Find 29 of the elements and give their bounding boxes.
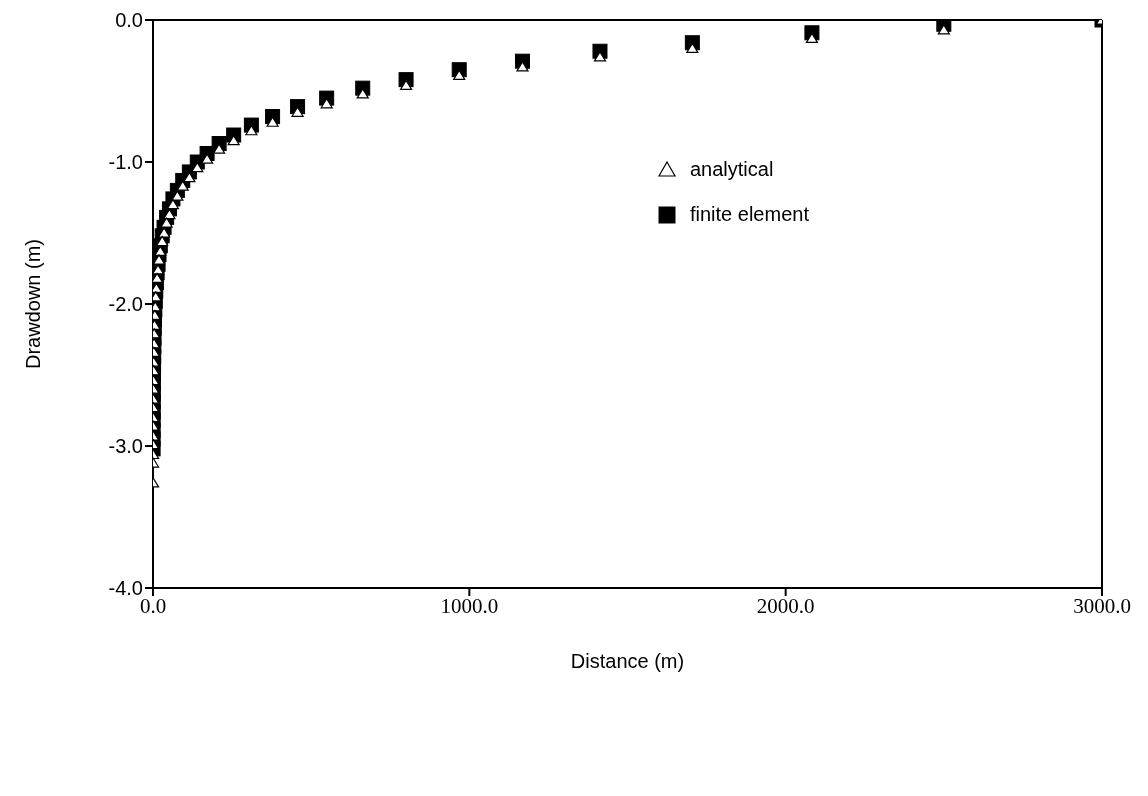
point [157, 227, 171, 238]
point [356, 88, 369, 99]
point [153, 272, 164, 284]
y-tick-label: -4.0 [108, 577, 143, 600]
x-axis-title: Distance (m) [570, 650, 685, 672]
x-tick-label: 2000.0 [756, 593, 815, 618]
y-tick-label: -2.0 [108, 293, 143, 316]
point [516, 61, 529, 72]
legend-label: finite element [690, 203, 809, 226]
y-tick-label: -1.0 [108, 151, 143, 174]
x-tick-label: 1000.0 [440, 593, 499, 618]
point [320, 98, 333, 109]
point [805, 32, 819, 44]
point [937, 24, 950, 35]
point [399, 79, 413, 90]
legend-label: analytical [690, 158, 774, 181]
y-tick-label: 0.0 [115, 9, 143, 32]
point [156, 235, 169, 247]
point [213, 143, 226, 154]
point [200, 153, 214, 164]
point [153, 254, 166, 265]
point [166, 199, 180, 210]
point [227, 135, 240, 146]
point [160, 217, 173, 228]
point [171, 190, 184, 201]
y-axis-title: Drawdown (m) [22, 238, 45, 370]
x-tick-label: 3000.0 [1073, 593, 1131, 618]
point [593, 51, 607, 62]
y-tick-label: -3.0 [108, 435, 143, 458]
